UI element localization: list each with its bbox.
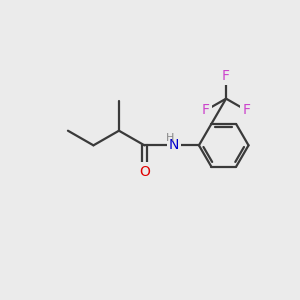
Text: H: H xyxy=(166,133,174,142)
Text: N: N xyxy=(169,138,179,152)
Text: F: F xyxy=(242,103,250,117)
Text: F: F xyxy=(202,103,210,117)
Text: F: F xyxy=(222,69,230,82)
Text: O: O xyxy=(139,165,150,179)
